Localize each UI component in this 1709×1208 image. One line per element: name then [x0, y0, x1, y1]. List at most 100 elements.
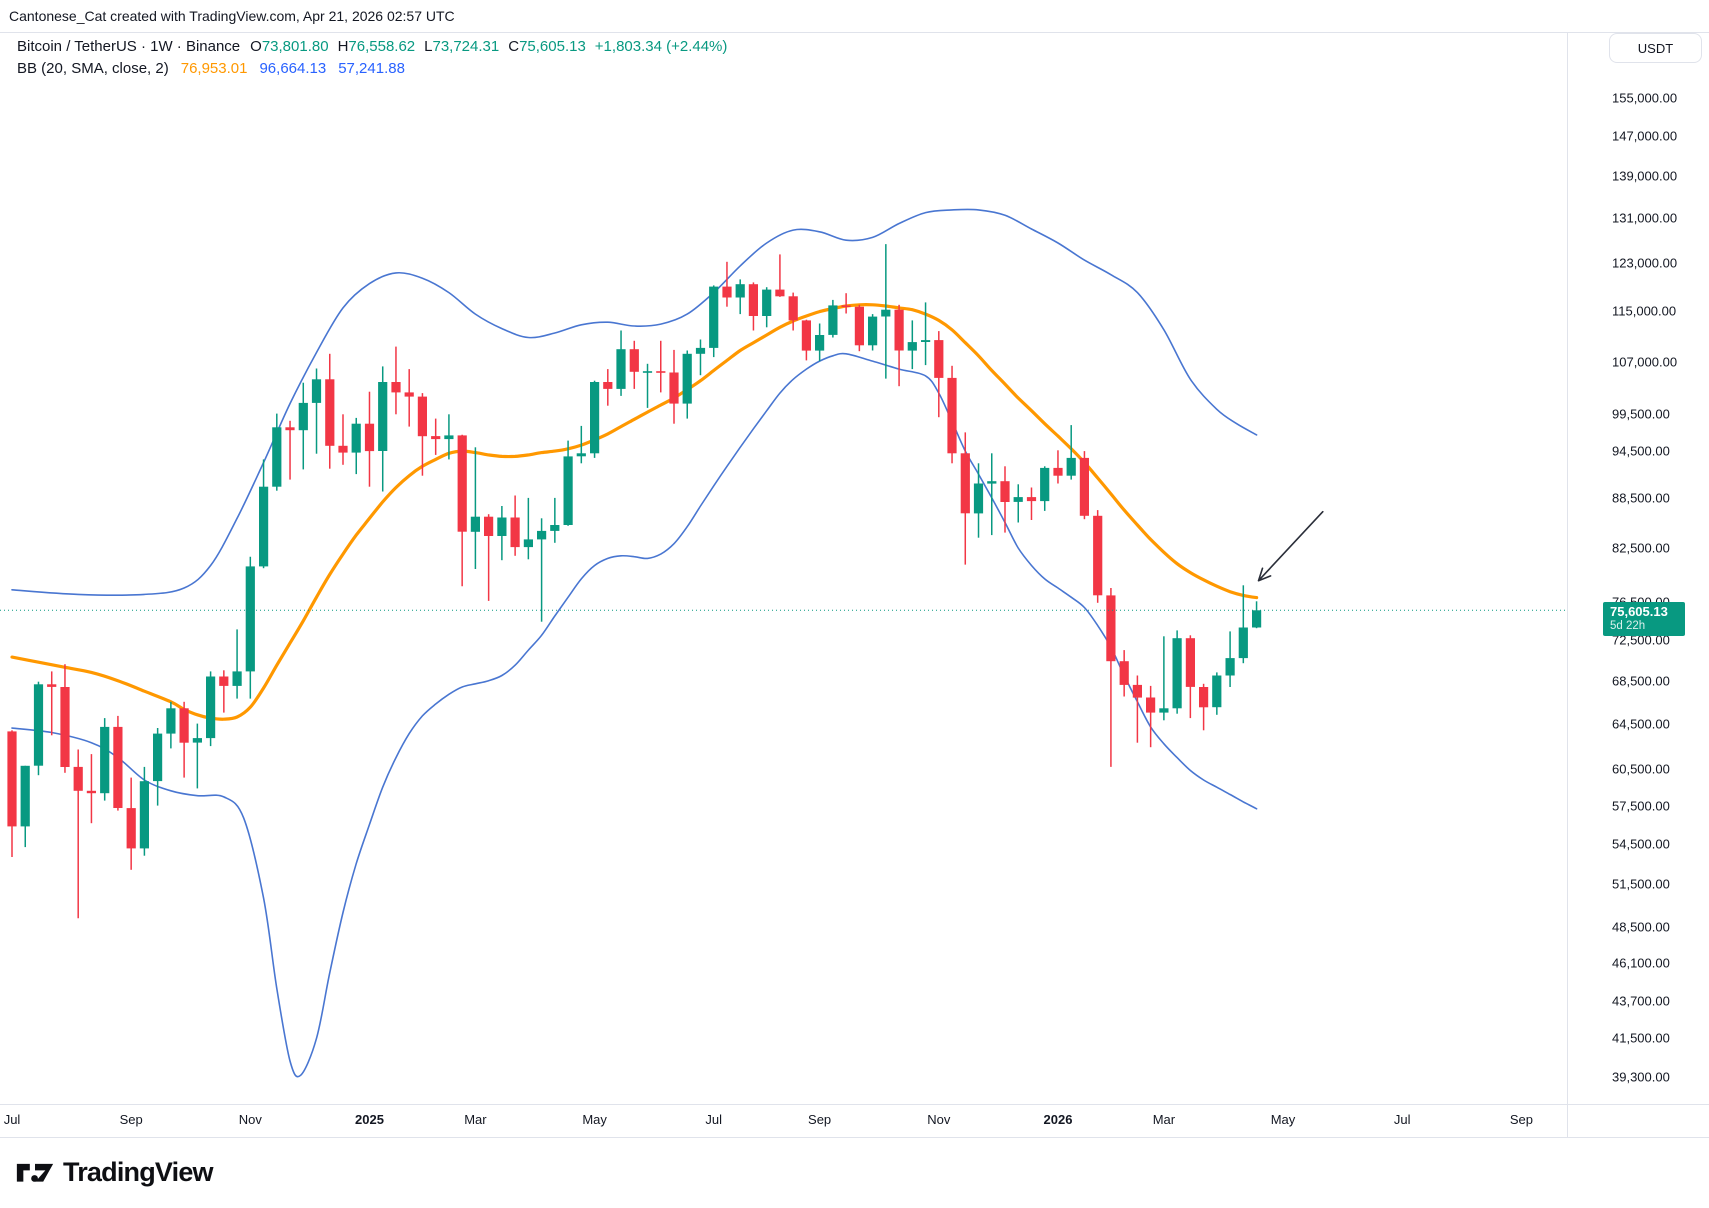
- candle-up[interactable]: [987, 481, 997, 484]
- candle-up[interactable]: [259, 486, 269, 567]
- candle-down[interactable]: [841, 305, 851, 307]
- candle-down[interactable]: [404, 392, 414, 397]
- candle-up[interactable]: [695, 347, 706, 354]
- candle-up[interactable]: [815, 335, 825, 351]
- candle-down[interactable]: [7, 731, 17, 827]
- candle-up[interactable]: [1172, 638, 1182, 709]
- candle-up[interactable]: [709, 286, 719, 348]
- candle-up[interactable]: [537, 530, 547, 540]
- candle-down[interactable]: [338, 445, 348, 453]
- candle-down[interactable]: [47, 684, 57, 687]
- candle-up[interactable]: [523, 539, 533, 548]
- candle-up[interactable]: [1225, 658, 1235, 676]
- candle-up[interactable]: [232, 671, 242, 686]
- candle-up[interactable]: [563, 456, 573, 525]
- candle-down[interactable]: [457, 435, 467, 532]
- candle-down[interactable]: [1093, 515, 1103, 596]
- candle-up[interactable]: [881, 309, 891, 317]
- candle-up[interactable]: [192, 738, 202, 743]
- candle-down[interactable]: [854, 306, 864, 346]
- candle-up[interactable]: [550, 525, 560, 531]
- candle-down[interactable]: [1053, 467, 1063, 476]
- candle-up[interactable]: [828, 305, 838, 335]
- candle-up[interactable]: [272, 427, 282, 487]
- candle-down[interactable]: [1079, 457, 1089, 516]
- candle-up[interactable]: [1066, 457, 1076, 476]
- candle-down[interactable]: [1000, 481, 1010, 502]
- candle-up[interactable]: [245, 566, 255, 672]
- candle-down[interactable]: [788, 296, 798, 321]
- candle-up[interactable]: [921, 340, 931, 342]
- candle-up[interactable]: [351, 423, 361, 453]
- indicator-legend-row[interactable]: BB (20, SMA, close, 2) 76,953.01 96,664.…: [17, 60, 727, 77]
- candle-down[interactable]: [669, 372, 679, 404]
- candle-down[interactable]: [775, 289, 785, 297]
- candle-down[interactable]: [656, 371, 666, 373]
- candle-down[interactable]: [1146, 697, 1156, 713]
- symbol-legend-row[interactable]: Bitcoin / TetherUS · 1W · Binance O73,80…: [17, 38, 727, 55]
- candle-down[interactable]: [722, 286, 732, 298]
- candle-up[interactable]: [762, 289, 772, 316]
- candle-up[interactable]: [378, 382, 388, 451]
- candle-up[interactable]: [153, 733, 163, 782]
- candle-down[interactable]: [801, 320, 811, 351]
- candle-up[interactable]: [1252, 610, 1262, 628]
- candle-down[interactable]: [391, 382, 401, 393]
- candle-down[interactable]: [113, 726, 123, 808]
- candle-down[interactable]: [1132, 684, 1142, 698]
- symbol-title[interactable]: Bitcoin / TetherUS · 1W · Binance: [17, 38, 241, 55]
- candle-up[interactable]: [1212, 675, 1222, 708]
- candle-down[interactable]: [484, 516, 494, 536]
- arrow-annotation[interactable]: [1257, 510, 1324, 582]
- candle-up[interactable]: [444, 435, 454, 440]
- candle-up[interactable]: [1040, 467, 1050, 502]
- candle-up[interactable]: [1159, 708, 1169, 713]
- candle-down[interactable]: [431, 436, 441, 440]
- candle-down[interactable]: [179, 708, 189, 743]
- candle-up[interactable]: [20, 765, 30, 827]
- candle-up[interactable]: [139, 781, 149, 849]
- candle-up[interactable]: [682, 353, 692, 404]
- candle-up[interactable]: [616, 349, 626, 389]
- candle-up[interactable]: [311, 379, 322, 403]
- candle-up[interactable]: [907, 342, 917, 351]
- candle-up[interactable]: [1238, 627, 1248, 659]
- indicator-title[interactable]: BB (20, SMA, close, 2): [17, 60, 169, 77]
- candle-down[interactable]: [60, 687, 70, 767]
- candle-up[interactable]: [642, 371, 653, 373]
- candle-down[interactable]: [510, 517, 520, 548]
- candle-down[interactable]: [325, 379, 335, 446]
- currency-toggle-button[interactable]: USDT: [1609, 33, 1702, 63]
- candle-down[interactable]: [73, 766, 83, 791]
- candle-down[interactable]: [629, 349, 639, 372]
- candle-up[interactable]: [298, 402, 308, 431]
- candle-up[interactable]: [868, 316, 878, 346]
- candle-down[interactable]: [934, 340, 944, 378]
- candle-down[interactable]: [417, 396, 427, 437]
- candle-down[interactable]: [1106, 595, 1116, 662]
- candle-up[interactable]: [590, 382, 600, 454]
- candle-down[interactable]: [1199, 687, 1209, 708]
- candle-down[interactable]: [219, 676, 229, 686]
- candle-down[interactable]: [603, 382, 613, 389]
- candle-down[interactable]: [947, 377, 957, 454]
- candle-down[interactable]: [1119, 661, 1129, 685]
- candle-down[interactable]: [748, 284, 758, 316]
- candle-up[interactable]: [33, 684, 44, 766]
- candle-down[interactable]: [285, 427, 295, 431]
- candle-up[interactable]: [166, 708, 176, 734]
- candle-up[interactable]: [497, 517, 507, 537]
- candle-up[interactable]: [100, 726, 110, 794]
- candle-down[interactable]: [894, 309, 904, 351]
- candle-up[interactable]: [206, 676, 216, 739]
- candle-down[interactable]: [364, 423, 375, 452]
- candle-up[interactable]: [470, 516, 480, 532]
- candle-down[interactable]: [86, 790, 96, 794]
- candle-down[interactable]: [1026, 497, 1037, 502]
- candle-down[interactable]: [126, 808, 136, 849]
- candle-up[interactable]: [1013, 497, 1023, 502]
- candle-down[interactable]: [960, 453, 970, 514]
- candle-up[interactable]: [735, 284, 745, 298]
- candle-down[interactable]: [1185, 638, 1195, 687]
